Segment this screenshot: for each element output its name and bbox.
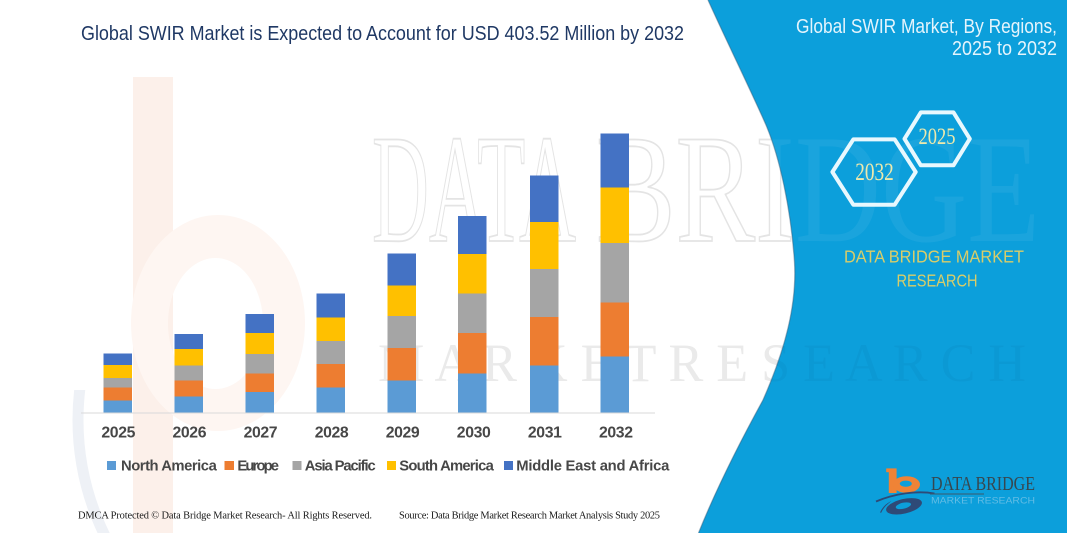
svg-text:DATA BRIDGE: DATA BRIDGE [931,473,1035,495]
svg-text:2025: 2025 [101,425,135,442]
svg-text:Middle East and Africa: Middle East and Africa [516,458,670,474]
svg-text:MARKET RESEARCH: MARKET RESEARCH [931,496,1035,506]
svg-text:Source: Data Bridge Market Res: Source: Data Bridge Market Research Mark… [399,511,660,522]
svg-text:2025 to 2032: 2025 to 2032 [952,38,1057,60]
svg-text:South America: South America [399,458,494,474]
svg-text:Europe: Europe [237,458,279,474]
svg-text:North America: North America [121,458,218,474]
svg-text:DATA BRIDGE MARKET: DATA BRIDGE MARKET [844,246,1024,266]
svg-text:2032: 2032 [855,159,894,186]
svg-text:2026: 2026 [173,425,207,442]
svg-text:DMCA Protected © Data Bridge M: DMCA Protected © Data Bridge Market Rese… [78,511,372,522]
svg-text:2029: 2029 [386,425,420,442]
svg-text:Asia Pacific: Asia Pacific [305,458,376,474]
svg-text:Global SWIR Market is Expected: Global SWIR Market is Expected to Accoun… [81,23,684,45]
svg-text:RESEARCH: RESEARCH [897,271,978,291]
svg-text:2030: 2030 [457,425,491,442]
svg-text:2032: 2032 [599,425,633,442]
svg-text:2028: 2028 [315,425,349,442]
svg-text:2025: 2025 [919,124,956,149]
svg-text:2031: 2031 [528,425,562,442]
svg-text:2027: 2027 [244,425,278,442]
svg-text:Global SWIR Market, By Regions: Global SWIR Market, By Regions, [796,16,1057,38]
